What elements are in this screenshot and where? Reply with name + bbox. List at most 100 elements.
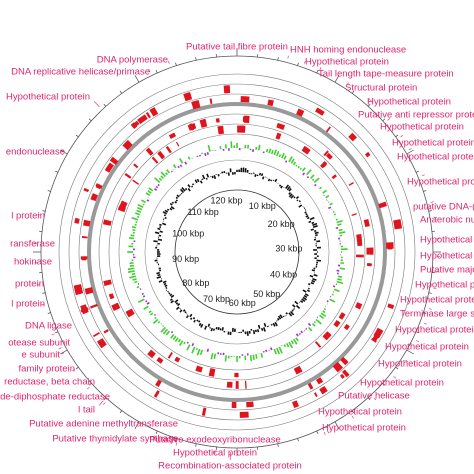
gene-feature xyxy=(340,356,349,366)
gene-label: Hypothetical protein xyxy=(385,342,469,353)
gene-feature xyxy=(187,122,197,131)
gc-bar xyxy=(333,213,337,216)
gc-bar xyxy=(142,295,146,298)
leader-line xyxy=(393,376,397,379)
gene-feature xyxy=(342,369,350,378)
gene-label: endonuclease xyxy=(6,147,65,158)
gc-bar xyxy=(162,328,169,335)
skew-bar xyxy=(260,173,264,177)
gc-bar xyxy=(152,318,159,325)
gc-bar xyxy=(132,278,137,281)
gene-feature xyxy=(124,172,132,179)
ring xyxy=(108,123,366,381)
gene-feature xyxy=(111,302,121,312)
gene-feature xyxy=(348,132,357,142)
gc-bar xyxy=(329,298,336,303)
gc-bar xyxy=(129,264,134,267)
skew-bar xyxy=(305,214,309,218)
scale-tick xyxy=(415,331,419,334)
gene-feature xyxy=(156,357,164,364)
gene-label: Putative anti repressor protein xyxy=(358,110,474,121)
skew-bar xyxy=(179,194,181,196)
gene-feature xyxy=(137,114,148,125)
gene-feature xyxy=(96,338,107,349)
gc-bar xyxy=(198,154,202,157)
skew-bar xyxy=(158,279,163,283)
gc-bar xyxy=(249,355,253,362)
gc-bar xyxy=(157,320,161,324)
skew-bar xyxy=(179,188,185,194)
scale-tick xyxy=(134,421,140,429)
skew-bar xyxy=(175,302,179,305)
gene-feature xyxy=(208,368,216,377)
gc-bar xyxy=(307,322,312,327)
gene-feature xyxy=(132,179,140,185)
skew-bar xyxy=(308,220,312,224)
gc-bar xyxy=(306,176,310,179)
skew-bar xyxy=(309,274,314,278)
skew-bar xyxy=(262,327,266,332)
gene-label: Hypothetical p xyxy=(420,235,474,246)
scale-tick xyxy=(155,70,158,74)
gc-bar xyxy=(313,320,317,324)
skew-bar xyxy=(211,175,214,179)
gene-label: Hypothetical p xyxy=(420,251,474,262)
scale-tick xyxy=(119,410,123,414)
gene-label: Hypothetical p xyxy=(415,280,474,291)
gene-feature xyxy=(102,219,112,226)
gene-label: Hypothetical protein xyxy=(318,407,402,418)
skew-bar xyxy=(159,230,163,233)
ring xyxy=(144,159,330,345)
gc-bar xyxy=(301,167,306,172)
backbone-ring xyxy=(87,102,387,402)
gene-label: Putative tail fibre protein xyxy=(186,42,288,53)
scale-tick xyxy=(103,103,107,107)
skew-bar xyxy=(282,315,285,318)
gc-bar xyxy=(158,177,163,181)
scale-tick xyxy=(47,312,51,314)
gc-bar xyxy=(283,155,287,160)
gene-feature xyxy=(109,156,119,165)
skew-bar xyxy=(280,185,283,189)
gene-feature xyxy=(246,401,254,408)
gc-bar xyxy=(210,352,214,360)
skew-bar xyxy=(301,298,306,302)
leader-line xyxy=(93,101,100,108)
gene-feature xyxy=(348,181,354,186)
scale-tick xyxy=(297,438,299,442)
skew-bar xyxy=(299,300,304,304)
skew-bar xyxy=(310,281,315,285)
gene-label: Hypothetical protein xyxy=(367,97,451,108)
gene-label: family protein xyxy=(19,364,76,375)
gc-bar xyxy=(132,229,136,232)
gene-label: Hypothetical protein xyxy=(380,122,464,133)
skew-bar xyxy=(288,192,292,195)
gc-bar xyxy=(196,348,201,356)
gc-bar xyxy=(145,300,148,303)
gc-bar xyxy=(131,272,136,276)
gene-label: Hypothetical protein xyxy=(407,177,474,188)
leader-line xyxy=(103,402,106,405)
scale-tick xyxy=(423,190,427,192)
gc-bar xyxy=(224,355,227,362)
skew-bar xyxy=(221,327,224,331)
skew-bar xyxy=(163,214,167,217)
gc-bar xyxy=(322,310,326,314)
gc-bar xyxy=(128,236,134,240)
gc-bar xyxy=(288,341,294,349)
skew-bar xyxy=(170,294,175,298)
leader-line xyxy=(87,386,90,390)
skew-bar xyxy=(278,184,282,187)
scale-tick xyxy=(367,397,371,401)
gc-bar xyxy=(127,270,135,273)
gc-bar xyxy=(257,144,261,151)
gene-label: Hypothetical protein xyxy=(395,325,474,336)
skew-bar xyxy=(311,269,315,272)
gene-feature xyxy=(267,99,274,107)
skew-bar xyxy=(294,300,299,305)
gc-bar xyxy=(137,298,145,303)
gene-label: Hypothetical protein xyxy=(322,423,406,434)
gene-feature xyxy=(324,331,332,339)
skew-bar xyxy=(175,199,178,202)
